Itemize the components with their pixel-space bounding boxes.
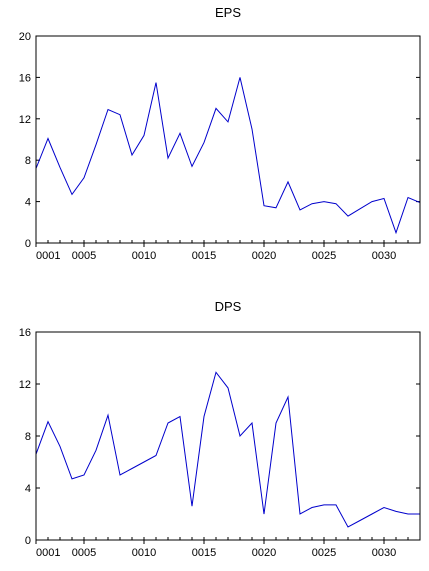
eps-x-tick-label: 0010 [132,250,156,262]
dps-x-tick-label: 0005 [72,547,96,559]
dps-x-tick-label: 0025 [312,547,336,559]
eps-x-tick-label: 0025 [312,250,336,262]
dps-y-tick-label: 8 [25,431,31,443]
dps-x-tick-label: 0015 [192,547,216,559]
dps-y-tick-label: 12 [19,379,31,391]
eps-y-tick-label: 16 [19,72,31,84]
eps-x-tick-label: 0005 [72,250,96,262]
dps-y-tick-label: 16 [19,327,31,339]
eps-x-tick-label: 0020 [252,250,276,262]
eps-y-tick-label: 8 [25,155,31,167]
dps-y-tick-label: 4 [25,483,31,495]
eps-y-tick-label: 12 [19,114,31,126]
dps-x-axis: 0001 0005 0010 0015 0020 0025 0030 [35,537,421,559]
dps-x-tick-label: 0030 [372,547,396,559]
eps-plot-frame [35,35,421,244]
eps-y-tick-label: 20 [19,31,31,43]
eps-y-tick-label: 4 [25,197,31,209]
dps-x-tick-label: 0010 [132,547,156,559]
dps-y-axis: 0 4 8 12 16 [19,327,420,547]
eps-x-tick-label: 0030 [372,250,396,262]
dps-x-tick-label: 0020 [252,547,276,559]
dps-series-line [35,371,420,528]
dps-plot-frame [35,331,421,541]
dps-y-tick-label: 0 [25,535,31,547]
eps-x-tick-label: 0001 [36,250,60,262]
dps-x-tick-label: 0001 [36,547,60,559]
eps-y-axis: 0 4 8 12 16 20 [19,31,420,250]
eps-chart-title: EPS [215,5,241,20]
eps-x-tick-label: 0015 [192,250,216,262]
dps-chart-title: DPS [215,299,242,314]
eps-chart: EPS 0 4 8 12 16 20 0001 0005 0010 0015 0020 0025 00… [19,5,421,262]
eps-series-line [35,77,421,235]
dps-chart: DPS 0 4 8 12 16 0001 0005 0010 0015 0020 0025 0030 [19,299,421,559]
eps-y-tick-label: 0 [25,238,31,250]
